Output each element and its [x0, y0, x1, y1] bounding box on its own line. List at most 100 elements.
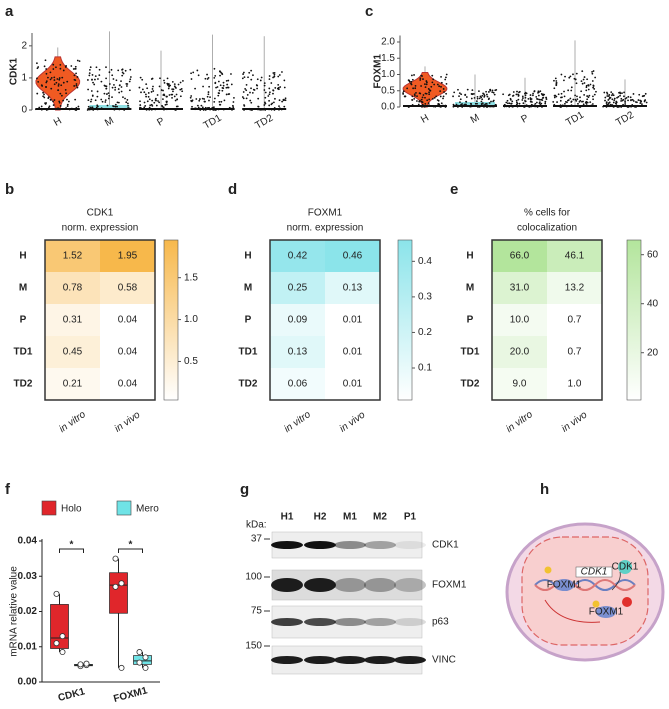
- data-point: [112, 555, 119, 562]
- jitter-point: [612, 94, 615, 97]
- jitter-point: [158, 85, 161, 88]
- jitter-point: [424, 96, 426, 99]
- jitter-point: [96, 95, 99, 98]
- jitter-point: [179, 88, 182, 91]
- jitter-point: [247, 76, 249, 79]
- jitter-point: [604, 99, 606, 102]
- jitter-point: [458, 92, 461, 95]
- heatmap-title: CDK1: [87, 208, 114, 219]
- jitter-point: [199, 98, 201, 100]
- jitter-point: [226, 83, 229, 86]
- x-tick-label: H: [419, 113, 431, 126]
- jitter-point: [591, 103, 594, 105]
- jitter-point: [227, 79, 230, 82]
- jitter-point: [592, 98, 594, 101]
- jitter-point: [77, 105, 80, 108]
- jitter-point: [88, 74, 91, 77]
- jitter-point: [272, 76, 274, 79]
- colorbar: [626, 239, 642, 401]
- jitter-point: [195, 98, 198, 100]
- jitter-point: [583, 82, 586, 84]
- jitter-point: [586, 78, 589, 81]
- jitter-point: [57, 83, 60, 85]
- jitter-point: [204, 100, 206, 103]
- jitter-point: [452, 95, 454, 98]
- x-tick-label: M: [469, 112, 482, 126]
- x-tick-label: TD1: [564, 109, 586, 128]
- jitter-point: [435, 95, 438, 98]
- jitter-point: [544, 102, 547, 105]
- jitter-point: [208, 85, 211, 88]
- jitter-point: [621, 92, 623, 94]
- jitter-point: [410, 74, 413, 77]
- jitter-point: [425, 83, 428, 86]
- jitter-point: [143, 101, 146, 104]
- jitter-point: [245, 83, 248, 86]
- jitter-point: [413, 74, 415, 76]
- cell-label: 0.13: [288, 347, 308, 358]
- jitter-point: [207, 91, 210, 93]
- lane-label: H1: [281, 512, 294, 523]
- jitter-point: [230, 73, 232, 75]
- jitter-point: [556, 101, 558, 103]
- jitter-point: [581, 70, 584, 73]
- jitter-point: [472, 92, 475, 95]
- jitter-point: [202, 85, 204, 88]
- y-tick-label: 1: [21, 73, 27, 84]
- lane-label: M2: [373, 512, 387, 523]
- jitter-point: [639, 99, 642, 102]
- colorbar: [397, 239, 413, 401]
- row-label: P: [20, 315, 27, 326]
- panel-label: c: [365, 3, 373, 20]
- jitter-point: [124, 69, 127, 72]
- jitter-point: [66, 98, 68, 101]
- colorbar-label: 1.5: [184, 272, 198, 283]
- jitter-point: [43, 65, 46, 68]
- data-point: [53, 590, 60, 597]
- jitter-point: [577, 102, 579, 105]
- jitter-point: [284, 97, 287, 100]
- data-point: [142, 654, 149, 661]
- column-label: in vitro: [57, 409, 88, 435]
- jitter-point: [139, 104, 142, 106]
- jitter-point: [49, 71, 52, 74]
- heatmap-cell: [325, 368, 380, 400]
- jitter-point: [158, 101, 161, 104]
- y-axis-label: CDK1: [9, 57, 20, 85]
- jitter-point: [72, 68, 75, 70]
- jitter-point: [414, 87, 417, 90]
- violin-shape: [89, 105, 130, 110]
- jitter-point: [207, 93, 210, 96]
- significance-bracket: [59, 548, 84, 553]
- jitter-point: [539, 98, 541, 101]
- jitter-point: [278, 99, 281, 102]
- jitter-point: [107, 97, 110, 100]
- blot-band: [271, 656, 303, 664]
- column-label: in vivo: [560, 409, 590, 435]
- jitter-point: [428, 93, 431, 96]
- blot-band: [364, 618, 396, 626]
- jitter-point: [87, 99, 90, 102]
- jitter-point: [445, 92, 448, 95]
- jitter-point: [585, 89, 588, 92]
- jitter-point: [45, 72, 48, 75]
- jitter-point: [251, 91, 254, 94]
- diagram-label: CDK1: [581, 567, 608, 578]
- jitter-point: [150, 91, 153, 93]
- jitter-point: [593, 88, 596, 90]
- jitter-point: [625, 96, 628, 99]
- jitter-point: [147, 95, 150, 98]
- jitter-point: [487, 91, 490, 93]
- jitter-point: [433, 83, 436, 86]
- jitter-point: [108, 83, 111, 85]
- jitter-point: [638, 93, 641, 96]
- jitter-point: [243, 76, 246, 79]
- jitter-point: [125, 101, 128, 104]
- jitter-point: [616, 96, 618, 99]
- jitter-point: [610, 94, 613, 97]
- jitter-point: [427, 88, 430, 90]
- heatmap-subtitle: colocalization: [517, 223, 577, 234]
- jitter-point: [634, 101, 637, 103]
- jitter-point: [36, 67, 39, 70]
- jitter-point: [271, 102, 274, 105]
